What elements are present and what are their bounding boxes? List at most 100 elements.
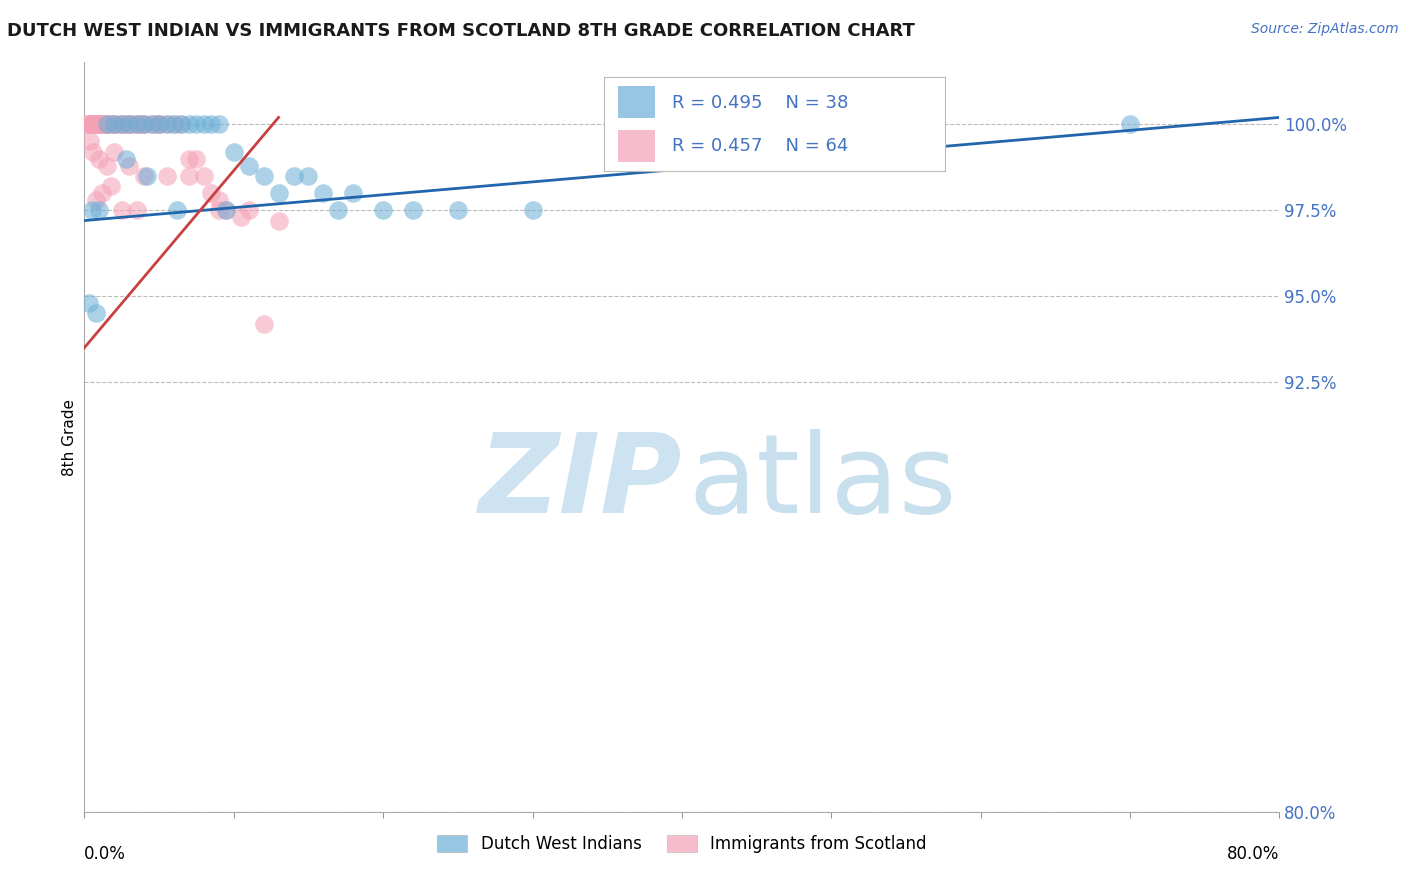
Point [96,159,118,173]
Point [342,186,364,200]
Point [447,203,470,218]
Point [148,117,170,131]
Point [103,117,125,131]
Point [103,145,125,159]
Point [100,117,122,131]
Point [91,117,114,131]
Point [118,117,141,131]
Point [208,203,231,218]
Text: 0.0%: 0.0% [84,846,127,863]
Point [200,117,222,131]
Point [200,186,222,200]
Point [89,152,111,166]
Point [148,117,170,131]
Point [297,169,319,183]
Point [193,169,215,183]
Point [125,117,148,131]
Point [253,317,276,331]
Point [103,117,125,131]
Point [148,117,170,131]
Point [215,203,238,218]
Point [96,117,118,131]
Text: Source: ZipAtlas.com: Source: ZipAtlas.com [1251,22,1399,37]
Point [402,203,425,218]
Point [111,117,134,131]
Point [118,117,141,131]
Point [86,117,108,131]
Point [186,117,208,131]
Point [141,117,163,131]
Point [77,117,100,131]
Point [118,159,141,173]
Point [231,210,253,224]
Point [186,152,208,166]
Point [82,117,104,131]
Point [89,203,111,218]
Point [86,306,108,320]
Point [267,213,290,227]
Point [193,117,215,131]
Point [238,203,260,218]
Point [82,145,104,159]
Point [373,203,395,218]
Point [136,169,159,183]
Point [155,117,177,131]
Point [115,117,138,131]
Point [141,117,163,131]
Point [222,145,245,159]
Point [115,152,138,166]
Point [177,117,200,131]
Point [177,152,200,166]
Point [132,169,156,183]
Point [111,203,134,218]
Point [125,203,148,218]
Point [96,117,118,131]
Point [111,117,134,131]
Point [80,203,103,218]
Point [132,117,156,131]
Point [96,117,118,131]
Point [170,117,193,131]
Point [163,117,186,131]
Legend: Dutch West Indians, Immigrants from Scotland: Dutch West Indians, Immigrants from Scot… [430,828,934,860]
Point [177,169,200,183]
Point [283,169,305,183]
Point [93,117,115,131]
Point [253,169,276,183]
Point [76,117,98,131]
Point [267,186,290,200]
Point [170,117,193,131]
Point [118,117,141,131]
Point [208,117,231,131]
Point [132,117,156,131]
Y-axis label: 8th Grade: 8th Grade [62,399,77,475]
Text: atlas: atlas [688,428,956,535]
Point [89,117,111,131]
Point [215,203,238,218]
Point [86,193,108,207]
Text: ZIP: ZIP [478,428,682,535]
Point [166,203,188,218]
Point [163,117,186,131]
Point [522,203,544,218]
Point [80,117,103,131]
Point [1119,117,1142,131]
Point [105,117,128,131]
Point [100,179,122,194]
Point [238,159,260,173]
Point [145,117,167,131]
Point [125,117,148,131]
Point [77,296,100,310]
Point [132,117,156,131]
Point [90,117,112,131]
Point [79,135,101,149]
Point [155,169,177,183]
Text: DUTCH WEST INDIAN VS IMMIGRANTS FROM SCOTLAND 8TH GRADE CORRELATION CHART: DUTCH WEST INDIAN VS IMMIGRANTS FROM SCO… [7,22,915,40]
Point [89,117,111,131]
Point [121,117,143,131]
Point [312,186,335,200]
Point [328,203,350,218]
Point [97,117,120,131]
Point [208,193,231,207]
Point [125,117,148,131]
